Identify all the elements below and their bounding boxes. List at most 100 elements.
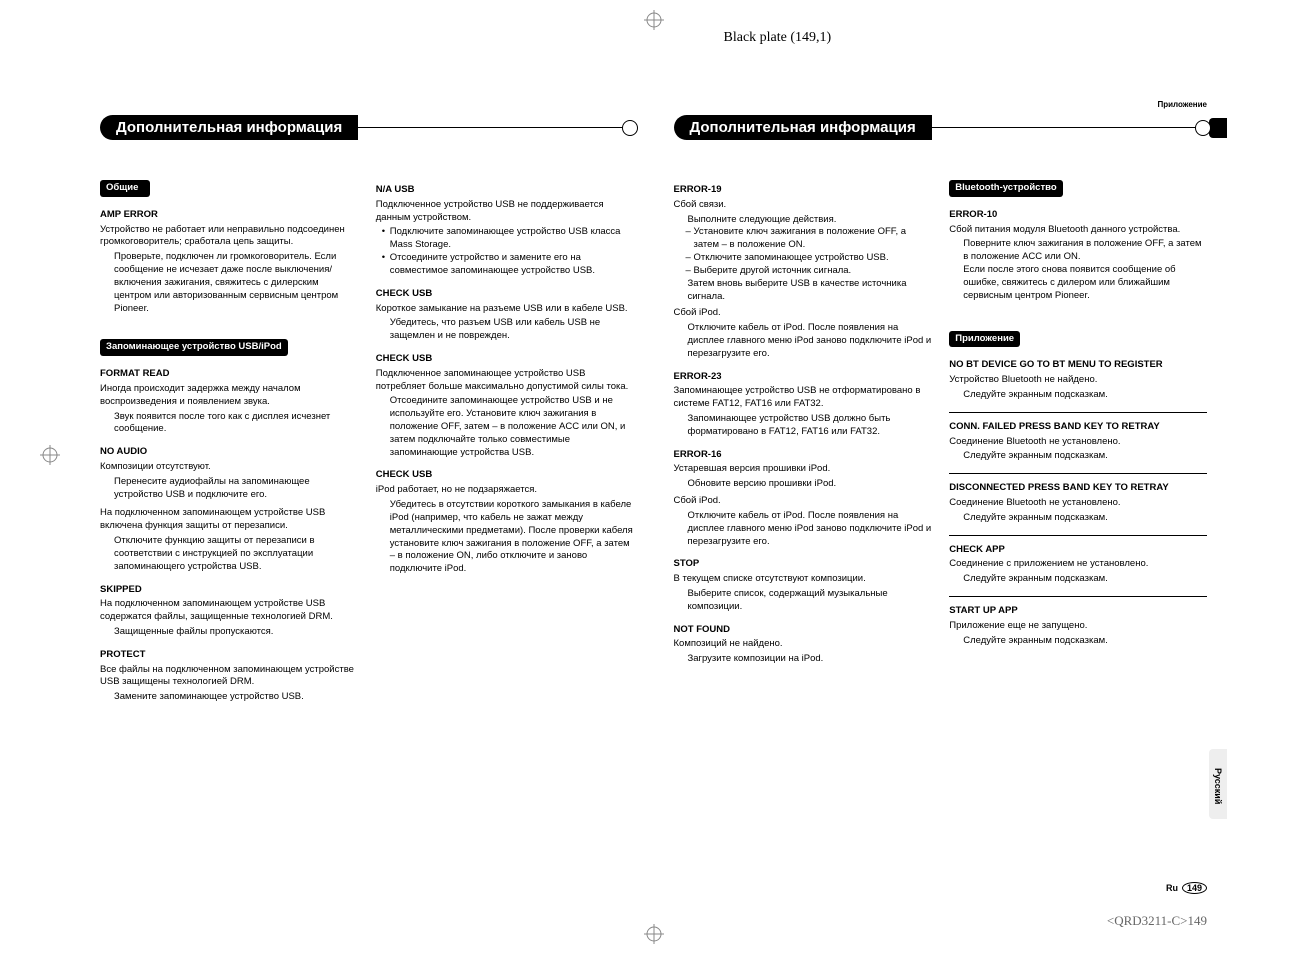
separator [949,473,1207,474]
separator [949,412,1207,413]
error-title: N/A USB [376,184,634,197]
error-action: Отключите кабель от iPod. После появлени… [674,510,932,548]
header-line [932,127,1207,128]
error-action: Выберите список, содержащий музыкальные … [674,588,932,614]
error-action: Если после этого снова появится сообщени… [949,264,1207,302]
error-action: Поверните ключ зажигания в положение OFF… [949,238,1207,264]
error-action: Следуйте экранным подсказкам. [949,573,1207,586]
error-title: ERROR-16 [674,449,932,462]
error-desc: Запоминающее устройство USB не отформати… [674,385,932,411]
error-title: AMP ERROR [100,209,358,222]
error-desc: В текущем списке отсутствуют композиции. [674,573,932,586]
error-desc: Соединение Bluetooth не установлено. [949,436,1207,449]
error-desc: Иногда происходит задержка между началом… [100,383,358,409]
header-bar-right: Дополнительная информация [674,115,1208,140]
dash: Выберите другой источник сигнала. [674,265,932,278]
error-desc: Сбой iPod. [674,495,932,508]
error-title: NO BT DEVICE GO TO BT MENU TO REGISTER [949,359,1207,372]
error-title: NOT FOUND [674,624,932,637]
col-2: N/A USB Подключенное устройство USB не п… [376,180,634,714]
page-number-badge: Ru 149 [1166,882,1207,894]
error-title: CHECK APP [949,544,1207,557]
left-page: Дополнительная информация Общие AMP ERRO… [100,100,654,894]
error-action: Затем вновь выберите USB в качестве исто… [674,278,932,304]
error-desc: Устаревшая версия прошивки iPod. [674,463,932,476]
error-desc: Подключенное устройство USB не поддержив… [376,199,634,225]
error-desc: Композиции отсутствуют. [100,461,358,474]
error-action: Следуйте экранным подсказкам. [949,450,1207,463]
error-title: ERROR-19 [674,184,932,197]
error-desc: На подключенном запоминающем устройстве … [100,598,358,624]
crop-mark-left [40,445,60,470]
error-desc: Соединение с приложением не установлено. [949,558,1207,571]
header-title-right: Дополнительная информация [674,115,932,140]
error-action: Убедитесь в отсутствии короткого замыкан… [376,499,634,576]
error-title: STOP [674,558,932,571]
error-desc: iPod работает, но не подзаряжается. [376,484,634,497]
error-action: Выполните следующие действия. [674,214,932,227]
separator [949,596,1207,597]
page-number: 149 [1182,882,1207,894]
right-columns: ERROR-19 Сбой связи. Выполните следующие… [674,180,1208,676]
section-usb-ipod: Запоминающее устройство USB/iPod [100,339,288,356]
error-desc: Все файлы на подключенном запоминающем у… [100,664,358,690]
right-page: Приложение Дополнительная информация ERR… [654,100,1208,894]
right-tab [1209,118,1227,138]
error-action: Перенесите аудиофайлы на запоминающее ус… [100,476,358,502]
error-action: Убедитесь, что разъем USB или кабель USB… [376,317,634,343]
error-title: START UP APP [949,605,1207,618]
error-title: CHECK USB [376,353,634,366]
error-title: ERROR-23 [674,371,932,384]
lang-vertical: Русский [1213,768,1223,804]
error-action: Загрузите композиции на iPod. [674,653,932,666]
error-action: Отключите функцию защиты от перезаписи в… [100,535,358,573]
section-app: Приложение [949,331,1020,348]
header-line [358,127,633,128]
col-4: Bluetooth-устройство ERROR-10 Сбой питан… [949,180,1207,676]
error-desc: Сбой iPod. [674,307,932,320]
error-desc: Подключенное запоминающее устройство USB… [376,368,634,394]
error-desc: Сбой связи. [674,199,932,212]
page-spread: Дополнительная информация Общие AMP ERRO… [100,100,1207,894]
appendix-label: Приложение [1157,100,1207,109]
error-action: Звук появится после того как с дисплея и… [100,411,358,437]
separator [949,535,1207,536]
error-action: Проверьте, подключен ли громкоговоритель… [100,251,358,315]
crop-mark-top [644,10,664,30]
error-title: FORMAT READ [100,368,358,381]
error-title: NO AUDIO [100,446,358,459]
error-action: Обновите версию прошивки iPod. [674,478,932,491]
error-action: Отсоедините запоминающее устройство USB … [376,395,634,459]
footer-code: <QRD3211-C>149 [1107,913,1207,929]
error-title: DISCONNECTED PRESS BAND KEY TO RETRAY [949,482,1207,495]
dash: Установите ключ зажигания в положение OF… [674,226,932,252]
section-bluetooth: Bluetooth-устройство [949,180,1062,197]
error-desc: Сбой питания модуля Bluetooth данного ус… [949,224,1207,237]
crop-mark-bottom [644,924,664,944]
error-desc: Короткое замыкание на разъеме USB или в … [376,303,634,316]
page-lang: Ru [1166,883,1178,893]
error-action: Защищенные файлы пропускаются. [100,626,358,639]
error-desc: Соединение Bluetooth не установлено. [949,497,1207,510]
error-title: CONN. FAILED PRESS BAND KEY TO RETRAY [949,421,1207,434]
header-title-left: Дополнительная информация [100,115,358,140]
header-bar-left: Дополнительная информация [100,115,634,140]
error-desc: На подключенном запоминающем устройстве … [100,507,358,533]
error-action: Следуйте экранным подсказкам. [949,389,1207,402]
error-desc: Композиций не найдено. [674,638,932,651]
error-action: Следуйте экранным подсказкам. [949,635,1207,648]
error-desc: Приложение еще не запущено. [949,620,1207,633]
dash: Отключите запоминающее устройство USB. [674,252,932,265]
error-action: Отключите кабель от iPod. После появлени… [674,322,932,360]
bullet: Отсоедините устройство и замените его на… [376,252,634,278]
left-columns: Общие AMP ERROR Устройство не работает и… [100,180,634,714]
error-desc: Устройство не работает или неправильно п… [100,224,358,250]
section-general: Общие [100,180,150,197]
error-action: Запоминающее устройство USB должно быть … [674,413,932,439]
plate-label: Black plate (149,1) [724,30,832,46]
error-title: PROTECT [100,649,358,662]
error-title: ERROR-10 [949,209,1207,222]
error-title: CHECK USB [376,288,634,301]
col-1: Общие AMP ERROR Устройство не работает и… [100,180,358,714]
error-desc: Устройство Bluetooth не найдено. [949,374,1207,387]
